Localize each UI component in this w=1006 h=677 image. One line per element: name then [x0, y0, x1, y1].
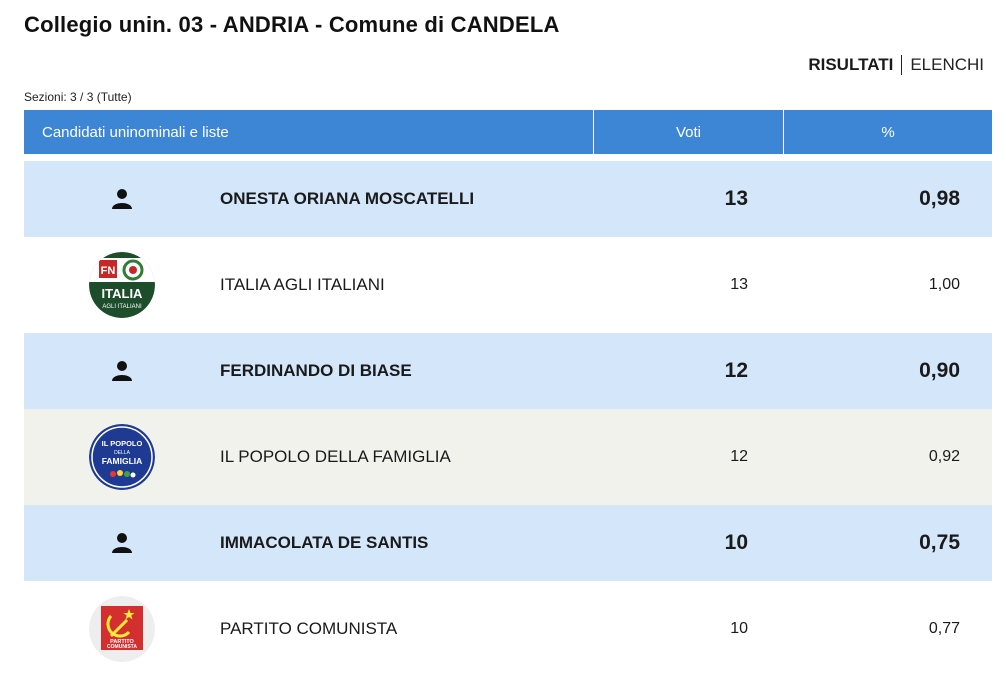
candidate-percent: 0,75 [919, 531, 960, 554]
column-header-percent: % [881, 123, 895, 141]
popolo-della-famiglia-logo: IL POPOLO DELLA FAMIGLIA [24, 424, 220, 490]
candidate-votes: 12 [724, 359, 748, 382]
list-row: IL POPOLO DELLA FAMIGLIA IL POPOLO DELLA… [24, 409, 992, 505]
candidate-votes: 13 [724, 187, 748, 210]
logo-text-famiglia: FAMIGLIA [102, 456, 143, 466]
candidate-percent: 0,90 [919, 359, 960, 382]
list-name: PARTITO COMUNISTA [220, 619, 398, 638]
list-votes: 10 [730, 620, 748, 637]
logo-text-partito: PARTITO [110, 639, 134, 645]
logo-text-della: DELLA [114, 450, 131, 456]
column-header-candidates: Candidati uninominali e liste [24, 110, 594, 154]
logo-text-fn: FN [101, 265, 116, 277]
candidate-votes: 10 [724, 531, 748, 554]
view-tabs: RISULTATI ELENCHI [808, 52, 984, 78]
italia-agli-italiani-logo: FN ITALIA AGLI ITALIANI [24, 252, 220, 318]
candidate-row: FERDINANDO DI BIASE 12 0,90 [24, 333, 992, 409]
list-name: IL POPOLO DELLA FAMIGLIA [220, 447, 451, 466]
logo-text-italia: ITALIA [102, 286, 144, 301]
candidate-row: ONESTA ORIANA MOSCATELLI 13 0,98 [24, 161, 992, 237]
candidate-name: FERDINANDO DI BIASE [220, 361, 412, 380]
page-title: Collegio unin. 03 - ANDRIA - Comune di C… [24, 12, 560, 37]
partito-comunista-logo: PARTITO COMUNISTA [24, 596, 220, 662]
person-icon [24, 360, 220, 382]
candidate-row: IMMACOLATA DE SANTIS 10 0,75 [24, 505, 992, 581]
list-votes: 12 [730, 448, 748, 465]
tab-risultati[interactable]: RISULTATI [808, 55, 903, 75]
list-name: ITALIA AGLI ITALIANI [220, 275, 385, 294]
logo-text-popolo: IL POPOLO [102, 439, 143, 448]
candidate-name: ONESTA ORIANA MOSCATELLI [220, 189, 475, 208]
list-row: FN ITALIA AGLI ITALIANI ITALIA AGLI ITAL… [24, 237, 992, 333]
tab-elenchi[interactable]: ELENCHI [910, 55, 984, 74]
list-percent: 1,00 [928, 276, 960, 293]
list-percent: 0,92 [928, 448, 960, 465]
table-header: Candidati uninominali e liste Voti % [24, 110, 992, 154]
results-table: Candidati uninominali e liste Voti % ONE… [24, 110, 992, 677]
logo-text-comunista: COMUNISTA [107, 644, 137, 650]
candidate-name: IMMACOLATA DE SANTIS [220, 533, 429, 552]
list-percent: 0,77 [928, 620, 960, 637]
list-votes: 13 [730, 276, 748, 293]
logo-text-agli: AGLI ITALIANI [102, 304, 142, 310]
person-icon [24, 532, 220, 554]
person-icon [24, 188, 220, 210]
column-header-votes: Voti [594, 110, 784, 154]
list-row: PARTITO COMUNISTA PARTITO COMUNISTA 10 0… [24, 581, 992, 677]
candidate-percent: 0,98 [919, 187, 960, 210]
sections-count: Sezioni: 3 / 3 (Tutte) [24, 90, 132, 104]
